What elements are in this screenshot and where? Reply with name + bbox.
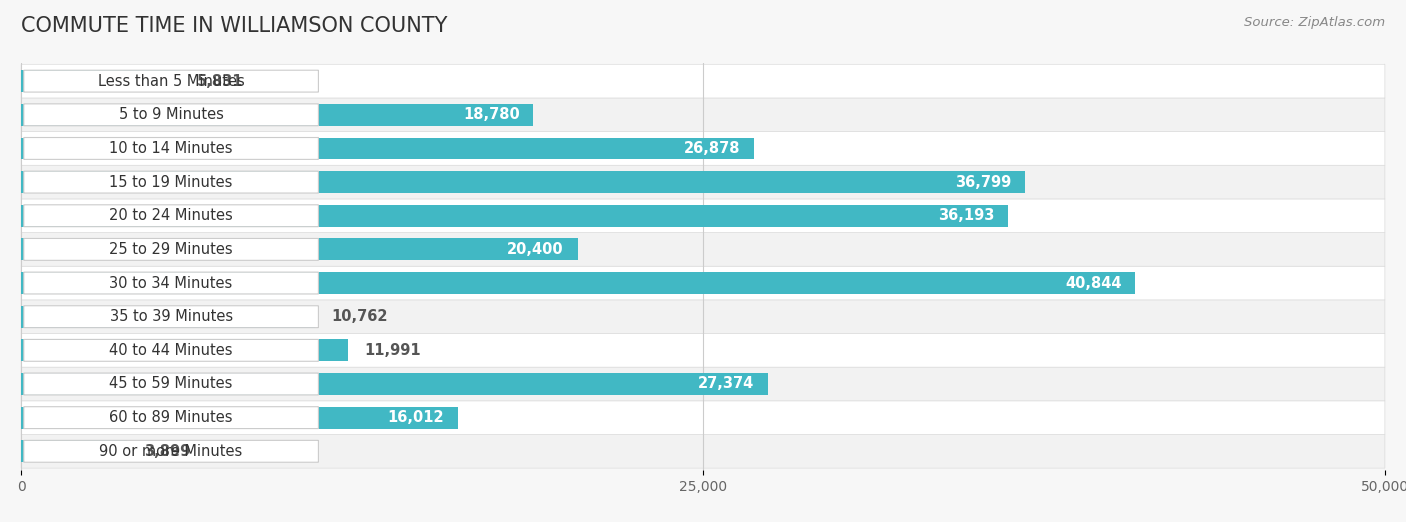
Text: 90 or more Minutes: 90 or more Minutes xyxy=(100,444,243,459)
Bar xyxy=(21,205,1008,227)
FancyBboxPatch shape xyxy=(21,434,1385,468)
FancyBboxPatch shape xyxy=(24,137,318,159)
FancyBboxPatch shape xyxy=(24,339,318,361)
FancyBboxPatch shape xyxy=(24,104,318,126)
Text: 20,400: 20,400 xyxy=(508,242,564,257)
Text: 60 to 89 Minutes: 60 to 89 Minutes xyxy=(110,410,233,425)
FancyBboxPatch shape xyxy=(21,64,1385,98)
Bar xyxy=(21,137,754,159)
Bar xyxy=(21,70,180,92)
Text: 10 to 14 Minutes: 10 to 14 Minutes xyxy=(110,141,233,156)
FancyBboxPatch shape xyxy=(21,334,1385,367)
FancyBboxPatch shape xyxy=(21,199,1385,233)
Text: COMMUTE TIME IN WILLIAMSON COUNTY: COMMUTE TIME IN WILLIAMSON COUNTY xyxy=(21,16,447,35)
FancyBboxPatch shape xyxy=(24,306,318,328)
FancyBboxPatch shape xyxy=(24,205,318,227)
Bar xyxy=(21,239,578,260)
Text: 35 to 39 Minutes: 35 to 39 Minutes xyxy=(110,309,232,324)
FancyBboxPatch shape xyxy=(24,407,318,429)
Text: 11,991: 11,991 xyxy=(364,343,422,358)
Text: 30 to 34 Minutes: 30 to 34 Minutes xyxy=(110,276,233,291)
Bar xyxy=(21,272,1135,294)
Text: 36,799: 36,799 xyxy=(955,174,1011,189)
Text: 45 to 59 Minutes: 45 to 59 Minutes xyxy=(110,376,233,392)
Bar xyxy=(21,339,349,361)
Bar xyxy=(21,407,458,429)
Text: 5 to 9 Minutes: 5 to 9 Minutes xyxy=(118,108,224,122)
Text: 40 to 44 Minutes: 40 to 44 Minutes xyxy=(110,343,233,358)
Text: 10,762: 10,762 xyxy=(330,309,388,324)
FancyBboxPatch shape xyxy=(24,171,318,193)
FancyBboxPatch shape xyxy=(24,70,318,92)
FancyBboxPatch shape xyxy=(24,373,318,395)
Text: 25 to 29 Minutes: 25 to 29 Minutes xyxy=(110,242,233,257)
Bar xyxy=(21,171,1025,193)
Text: Source: ZipAtlas.com: Source: ZipAtlas.com xyxy=(1244,16,1385,29)
FancyBboxPatch shape xyxy=(24,272,318,294)
Text: 18,780: 18,780 xyxy=(463,108,520,122)
FancyBboxPatch shape xyxy=(24,239,318,260)
Bar xyxy=(21,306,315,328)
Text: 3,899: 3,899 xyxy=(143,444,190,459)
FancyBboxPatch shape xyxy=(21,300,1385,334)
FancyBboxPatch shape xyxy=(24,441,318,462)
Bar xyxy=(21,104,533,126)
Bar xyxy=(21,373,768,395)
FancyBboxPatch shape xyxy=(21,132,1385,165)
Text: 26,878: 26,878 xyxy=(685,141,741,156)
Text: 27,374: 27,374 xyxy=(697,376,754,392)
Text: 36,193: 36,193 xyxy=(938,208,994,223)
Text: 15 to 19 Minutes: 15 to 19 Minutes xyxy=(110,174,233,189)
Text: 5,831: 5,831 xyxy=(197,74,243,89)
FancyBboxPatch shape xyxy=(21,233,1385,266)
FancyBboxPatch shape xyxy=(21,401,1385,434)
Text: 16,012: 16,012 xyxy=(388,410,444,425)
Text: Less than 5 Minutes: Less than 5 Minutes xyxy=(98,74,245,89)
FancyBboxPatch shape xyxy=(21,266,1385,300)
Bar xyxy=(21,441,128,462)
Text: 40,844: 40,844 xyxy=(1064,276,1122,291)
FancyBboxPatch shape xyxy=(21,367,1385,401)
Text: 20 to 24 Minutes: 20 to 24 Minutes xyxy=(110,208,233,223)
FancyBboxPatch shape xyxy=(21,98,1385,132)
FancyBboxPatch shape xyxy=(21,165,1385,199)
